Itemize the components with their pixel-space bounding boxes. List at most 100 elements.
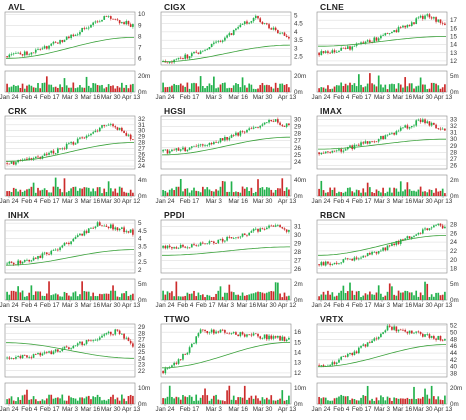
candle-body — [28, 357, 31, 358]
candle-body — [340, 262, 343, 264]
y-tick-label: 18 — [450, 266, 458, 273]
volume-bar — [70, 87, 72, 92]
volume-bar — [171, 188, 173, 196]
volume-bar — [132, 395, 134, 404]
candle-body — [105, 333, 108, 335]
volume-bar — [37, 187, 39, 196]
candle-body — [30, 158, 33, 160]
candle-body — [112, 18, 114, 20]
candle-body — [48, 254, 50, 255]
candle-body — [204, 330, 206, 332]
y-tick-label: 28 — [138, 140, 146, 147]
candle-body — [177, 247, 180, 249]
volume-bar — [239, 295, 242, 300]
candle-body — [179, 244, 182, 248]
volume-bar — [404, 189, 407, 196]
candle-body — [360, 42, 362, 44]
candle-body — [217, 239, 220, 244]
candle-body — [221, 40, 224, 42]
candle-body — [68, 347, 70, 350]
candle-body — [421, 229, 424, 234]
y-tick-label: 14 — [294, 350, 302, 357]
volume-bar — [272, 291, 275, 300]
volume-bar — [166, 291, 169, 300]
volume-bar — [237, 191, 239, 196]
volume-bar — [281, 83, 284, 92]
volume-bar — [335, 85, 338, 92]
volume-bar — [406, 86, 409, 92]
candle-body — [43, 46, 46, 49]
candle-body — [441, 128, 444, 130]
volume-bar — [34, 87, 37, 92]
volume-bar — [90, 399, 92, 404]
candle-body — [248, 334, 251, 336]
candle-body — [125, 337, 128, 339]
volume-bar — [410, 190, 413, 196]
candle-body — [226, 332, 228, 334]
volume-bar — [210, 85, 213, 92]
y-tick-label: 20 — [450, 257, 458, 264]
y-tick-label: 2.5 — [138, 259, 147, 266]
candle-body — [121, 127, 123, 132]
volume-bar — [224, 292, 226, 300]
volume-bar — [237, 397, 239, 404]
candle-body — [45, 252, 48, 255]
y-tick-label: 50 — [450, 330, 458, 337]
volume-bar — [393, 84, 395, 92]
x-tick-label: Mar 16 — [393, 94, 413, 101]
candle-body — [6, 163, 8, 164]
y-tick-label: 29 — [138, 324, 146, 331]
volume-bar — [241, 292, 244, 300]
volume-bar — [362, 395, 365, 404]
candle-body — [15, 356, 17, 359]
candle-body — [19, 160, 22, 161]
volume-bar — [246, 295, 248, 300]
volume-bar — [375, 292, 378, 300]
candle-body — [272, 336, 275, 339]
candle-body — [87, 27, 90, 29]
x-tick-label: Mar 16 — [81, 198, 101, 205]
x-tick-label: Jan 24 — [156, 94, 175, 101]
volume-bar — [261, 292, 264, 300]
candle-body — [210, 329, 213, 333]
candle-body — [415, 331, 418, 333]
volume-bar — [8, 191, 11, 196]
candle-body — [270, 120, 273, 122]
candle-body — [382, 35, 384, 37]
candle-body — [90, 24, 92, 28]
candle-body — [410, 22, 413, 26]
candle-body — [274, 336, 277, 338]
candle-body — [54, 249, 57, 251]
volume-bar — [105, 87, 108, 92]
candle-body — [263, 334, 266, 339]
candle-body — [6, 357, 8, 359]
volume-bar — [201, 86, 204, 92]
candle-body — [340, 356, 343, 360]
candle-body — [281, 336, 284, 341]
volume-bar — [259, 400, 262, 404]
x-tick-label: Mar 3 — [374, 198, 391, 205]
x-tick-label: Mar 16 — [393, 406, 413, 413]
volume-bar — [17, 397, 19, 404]
volume-bar — [338, 191, 340, 196]
candle-body — [353, 351, 356, 355]
candle-body — [65, 143, 68, 149]
volume-bar — [318, 396, 320, 404]
volume-bar — [197, 86, 200, 92]
volume-bar — [318, 88, 320, 92]
volume-bar — [377, 285, 380, 300]
volume-bar — [105, 191, 108, 196]
candle-body — [129, 134, 132, 140]
candle-body — [59, 40, 61, 44]
volume-bar — [85, 76, 88, 92]
volume-bar — [380, 192, 382, 196]
candle-body — [391, 31, 393, 34]
candle-body — [270, 225, 273, 227]
candle-body — [26, 259, 28, 261]
y-tick-label: 29 — [450, 143, 458, 150]
volume-bar — [439, 399, 442, 404]
volume-bar — [415, 191, 418, 196]
volume-bar — [179, 399, 182, 404]
volume-bar — [81, 87, 83, 92]
candle-body — [364, 344, 367, 347]
